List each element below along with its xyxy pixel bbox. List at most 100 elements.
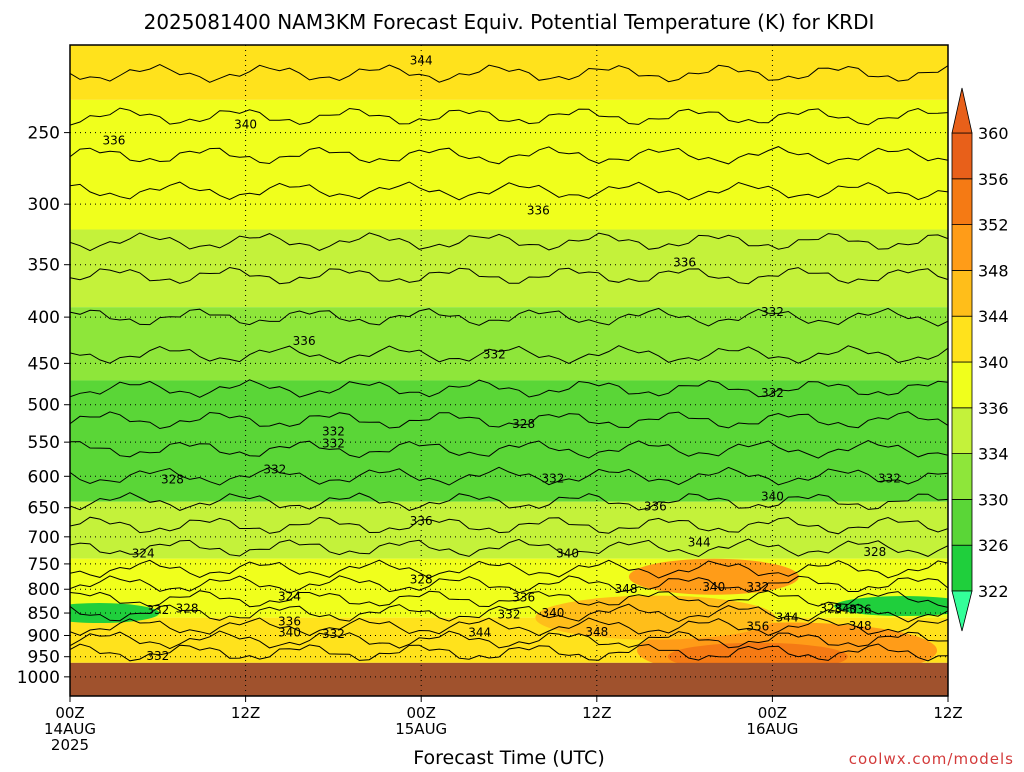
- colorbar-label: 352: [978, 216, 1009, 235]
- x-tick-label: 12Z: [933, 704, 962, 722]
- x-tick-label: 16AUG: [746, 720, 798, 738]
- x-tick-label: 00Z: [55, 704, 84, 722]
- y-tick-label: 1000: [17, 668, 60, 688]
- x-tick-label: 14AUG: [44, 720, 96, 738]
- y-tick-label: 550: [28, 433, 60, 453]
- colorbar-segment: [951, 224, 973, 271]
- contour-line: [70, 590, 948, 608]
- field-band: [70, 45, 948, 100]
- y-axis: 2503003504004505005506006507007508008509…: [17, 124, 70, 688]
- contour-label: 344: [468, 625, 491, 639]
- contour-label: 340: [761, 490, 784, 504]
- credit-text: coolwx.com/models: [849, 750, 1014, 768]
- colorbar-label: 360: [978, 124, 1009, 143]
- contour-label: 340: [702, 580, 725, 594]
- contour-line: [70, 181, 948, 201]
- contour-label: 336: [527, 204, 550, 218]
- contour-line: [70, 575, 948, 594]
- colorbar-label: 344: [978, 307, 1009, 326]
- contour-label: 328: [863, 545, 886, 559]
- plot-area: 3443403363363363323363323323283323323323…: [69, 44, 949, 697]
- colorbar-arrow-bottom: [951, 590, 973, 632]
- contour-label: 332: [322, 437, 345, 451]
- contour-label: 332: [746, 580, 769, 594]
- contour-label: 328: [176, 601, 199, 615]
- contour-line: [70, 559, 948, 579]
- contour-line: [70, 516, 948, 535]
- contour-label: 332: [878, 471, 901, 485]
- y-tick-label: 450: [28, 354, 60, 374]
- contour-label: 336: [293, 334, 316, 348]
- colorbar-segment: [951, 544, 973, 592]
- contour-label: 332: [146, 603, 169, 617]
- colorbar-segment: [951, 178, 973, 226]
- y-tick-label: 600: [28, 467, 60, 487]
- colorbar-segment: [951, 498, 973, 546]
- contour-label: 332: [146, 649, 169, 663]
- contour-label: 332: [263, 463, 286, 477]
- y-tick-label: 250: [28, 124, 60, 144]
- field-band: [70, 380, 948, 502]
- colorbar-segment: [951, 269, 973, 317]
- y-tick-label: 800: [28, 580, 60, 600]
- plot-frame: [69, 44, 949, 697]
- colorbar-label: 334: [978, 445, 1009, 464]
- ground: [70, 662, 948, 696]
- x-tick-label: 12Z: [582, 704, 611, 722]
- contour-line: [70, 379, 948, 398]
- contour-label: 332: [761, 305, 784, 319]
- contour-line: [70, 439, 948, 459]
- contour-label: 332: [322, 627, 345, 641]
- colorbar-segment: [951, 361, 973, 409]
- contour-line: [70, 603, 948, 623]
- contour-label: 340: [278, 625, 301, 639]
- contour-label: 336: [849, 602, 872, 616]
- contour-label: 340: [234, 118, 257, 132]
- contour-label: 344: [776, 611, 799, 625]
- colorbar: 322 326 330 334 336 340 344 348 352 356 360: [951, 87, 1009, 632]
- field-band: [70, 229, 948, 308]
- colorbar-segment: [951, 453, 973, 500]
- colorbar-label: 348: [978, 261, 1009, 280]
- contour-line: [70, 307, 948, 327]
- contour-label: 328: [161, 473, 184, 487]
- contour-label: 336: [512, 590, 535, 604]
- x-tick-label: 15AUG: [395, 720, 447, 738]
- colorbar-label: 356: [978, 170, 1009, 189]
- y-tick-label: 400: [28, 308, 60, 328]
- contour-line: [70, 411, 948, 430]
- contour-label: 324: [132, 546, 155, 560]
- contour-label: 336: [673, 255, 696, 269]
- contour-line: [70, 643, 948, 662]
- contour-label: 332: [761, 386, 784, 400]
- contour-label: 328: [512, 417, 535, 431]
- x-tick-label: 2025: [51, 736, 89, 754]
- contour-line: [70, 345, 948, 365]
- x-tick-label: 00Z: [407, 704, 436, 722]
- x-tick-label: 12Z: [231, 704, 260, 722]
- contour-label: 348: [615, 582, 638, 596]
- contour-line: [70, 617, 948, 637]
- warm-patch: [535, 595, 776, 640]
- contour-label: 348: [585, 625, 608, 639]
- y-tick-label: 900: [28, 626, 60, 646]
- contour-line: [70, 107, 948, 126]
- colorbar-label: 336: [978, 399, 1009, 418]
- contour-label: 340: [556, 546, 579, 560]
- colorbar-label: 326: [978, 536, 1009, 555]
- chart-title: 2025081400 NAM3KM Forecast Equiv. Potent…: [144, 10, 875, 34]
- contour-line: [70, 146, 948, 165]
- contour-label: 336: [278, 614, 301, 628]
- contour-label: 336: [644, 500, 667, 514]
- contour-label: 332: [498, 607, 521, 621]
- contour-line: [70, 232, 948, 252]
- y-tick-label: 350: [28, 256, 60, 276]
- colorbar-label: 340: [978, 353, 1009, 372]
- contour-line: [70, 466, 948, 486]
- warm-patch: [628, 558, 799, 595]
- y-tick-label: 700: [28, 528, 60, 548]
- contour-label: 336: [102, 133, 125, 147]
- contour-label: 332: [483, 348, 506, 362]
- field-band: [70, 501, 948, 559]
